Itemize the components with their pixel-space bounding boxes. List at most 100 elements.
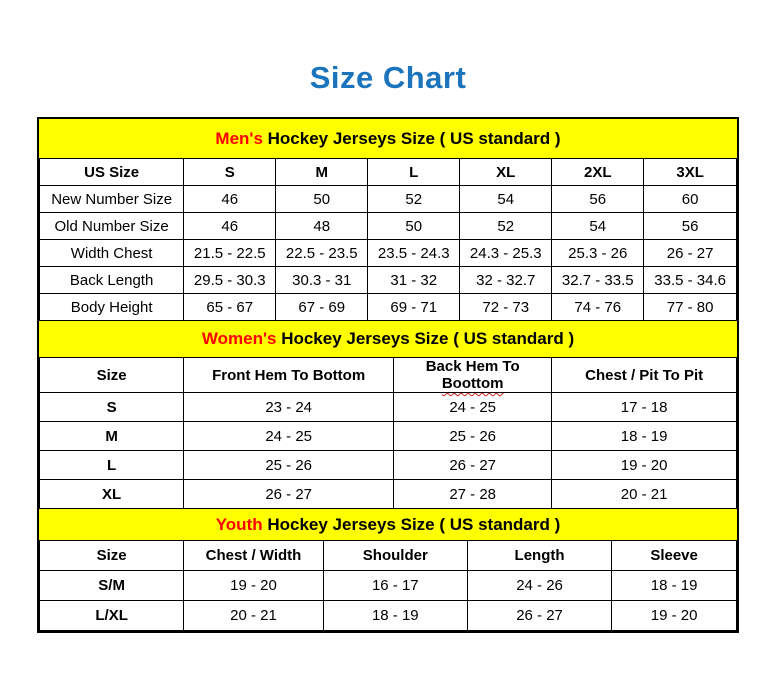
cell: 48	[275, 212, 369, 240]
youth-banner-rest: Hockey Jerseys Size ( US standard )	[262, 514, 561, 534]
table-row: Old Number Size 46 48 50 52 54 56	[38, 212, 737, 240]
header-row: US Size S M L XL 2XL 3XL	[38, 158, 737, 186]
cell: 26 - 27	[643, 239, 737, 267]
cell: 30.3 - 31	[275, 266, 369, 294]
row-label: M	[38, 421, 185, 451]
cell: 19 - 20	[551, 450, 737, 480]
header-row: Size Front Hem To Bottom Back Hem To Boott…	[38, 357, 737, 393]
column-header: Front Hem To Bottom	[183, 357, 395, 393]
table-row: S 23 - 24 24 - 25 17 - 18	[38, 392, 737, 422]
row-label: XL	[38, 479, 185, 509]
column-header: M	[275, 158, 369, 186]
cell: 65 - 67	[183, 293, 277, 321]
cell: 26 - 27	[183, 479, 395, 509]
cell: 60	[643, 185, 737, 213]
womens-banner-highlight: Women's	[201, 329, 277, 348]
column-header: Size	[38, 540, 185, 571]
cell: 69 - 71	[367, 293, 461, 321]
column-header: Back Hem To Boottom	[393, 357, 553, 393]
column-header: Shoulder	[322, 540, 468, 571]
cell: 52	[367, 185, 461, 213]
cell: 26 - 27	[393, 450, 553, 480]
womens-size-table-section: Women's Hockey Jerseys Size ( US standar…	[38, 321, 737, 509]
mens-banner-rest: Hockey Jerseys Size ( US standard )	[262, 128, 561, 148]
cell: 26 - 27	[466, 600, 613, 631]
table-row: L 25 - 26 26 - 27 19 - 20	[38, 450, 737, 480]
cell: 46	[183, 185, 277, 213]
cell: 56	[643, 212, 737, 240]
cell: 21.5 - 22.5	[183, 239, 277, 267]
cell: 18 - 19	[551, 421, 737, 451]
cell: 24 - 26	[466, 570, 613, 601]
column-header: US Size	[38, 158, 185, 186]
cell: 24 - 25	[393, 392, 553, 422]
column-header: L	[367, 158, 461, 186]
cell: 27 - 28	[393, 479, 553, 509]
row-label: Width Chest	[38, 239, 185, 267]
cell: 32.7 - 33.5	[551, 266, 645, 294]
cell: 24.3 - 25.3	[459, 239, 553, 267]
mens-size-table-section: Men's Hockey Jerseys Size ( US standard …	[38, 119, 737, 321]
row-label: Body Height	[38, 293, 185, 321]
youth-size-table: Size Chest / Width Shoulder Length Sleeve S/M…	[38, 540, 737, 631]
cell: 18 - 19	[322, 600, 468, 631]
womens-banner-rest: Hockey Jerseys Size ( US standard )	[276, 329, 575, 348]
column-header: 2XL	[551, 158, 645, 186]
header-row: Size Chest / Width Shoulder Length Sleeve	[38, 540, 737, 571]
table-row: Body Height 65 - 67 67 - 69 69 - 71 72 - 73 7…	[38, 293, 737, 321]
size-chart: Men's Hockey Jerseys Size ( US standard …	[37, 117, 739, 633]
row-label: S/M	[38, 570, 185, 601]
column-header: Chest / Width	[183, 540, 324, 571]
table-row: Back Length 29.5 - 30.3 30.3 - 31 31 - 32 32…	[38, 266, 737, 294]
column-header: 3XL	[643, 158, 737, 186]
table-row: S/M 19 - 20 16 - 17 24 - 26 18 - 19	[38, 570, 737, 601]
column-header: Length	[466, 540, 613, 571]
cell: 77 - 80	[643, 293, 737, 321]
cell: 56	[551, 185, 645, 213]
cell: 31 - 32	[367, 266, 461, 294]
column-header: XL	[459, 158, 553, 186]
cell: 52	[459, 212, 553, 240]
womens-table-banner: Women's Hockey Jerseys Size ( US standar…	[39, 321, 737, 357]
cell: 50	[275, 185, 369, 213]
cell: 32 - 32.7	[459, 266, 553, 294]
cell: 20 - 21	[183, 600, 324, 631]
cell: 74 - 76	[551, 293, 645, 321]
row-label: L	[38, 450, 185, 480]
cell: 54	[551, 212, 645, 240]
column-header: S	[183, 158, 277, 186]
cell: 25 - 26	[183, 450, 395, 480]
row-label: New Number Size	[38, 185, 185, 213]
mens-size-table: US Size S M L XL 2XL 3XL New Number Size 46 50 52 5…	[38, 158, 737, 321]
mens-table-banner: Men's Hockey Jerseys Size ( US standard …	[39, 119, 737, 158]
row-label: Old Number Size	[38, 212, 185, 240]
misspelled-word: Boottom	[441, 375, 504, 392]
cell: 18 - 19	[611, 570, 737, 601]
cell: 20 - 21	[551, 479, 737, 509]
youth-banner-highlight: Youth	[215, 514, 263, 534]
cell: 29.5 - 30.3	[183, 266, 277, 294]
page-title: Size Chart	[309, 60, 467, 95]
youth-table-banner: Youth Hockey Jerseys Size ( US standard …	[39, 509, 737, 540]
column-header: Sleeve	[611, 540, 737, 571]
cell: 23.5 - 24.3	[367, 239, 461, 267]
cell: 33.5 - 34.6	[643, 266, 737, 294]
row-label: L/XL	[38, 600, 185, 631]
cell: 22.5 - 23.5	[275, 239, 369, 267]
table-row: L/XL 20 - 21 18 - 19 26 - 27 19 - 20	[38, 600, 737, 631]
cell: 19 - 20	[611, 600, 737, 631]
table-row: M 24 - 25 25 - 26 18 - 19	[38, 421, 737, 451]
cell: 50	[367, 212, 461, 240]
cell: 16 - 17	[322, 570, 468, 601]
cell: 17 - 18	[551, 392, 737, 422]
cell: 24 - 25	[183, 421, 395, 451]
column-header-text: Back Hem To	[425, 358, 520, 375]
youth-size-table-section: Youth Hockey Jerseys Size ( US standard …	[38, 509, 737, 631]
cell: 67 - 69	[275, 293, 369, 321]
table-row: Width Chest 21.5 - 22.5 22.5 - 23.5 23.5 - …	[38, 239, 737, 267]
cell: 54	[459, 185, 553, 213]
cell: 25.3 - 26	[551, 239, 645, 267]
cell: 25 - 26	[393, 421, 553, 451]
cell: 72 - 73	[459, 293, 553, 321]
cell: 46	[183, 212, 277, 240]
